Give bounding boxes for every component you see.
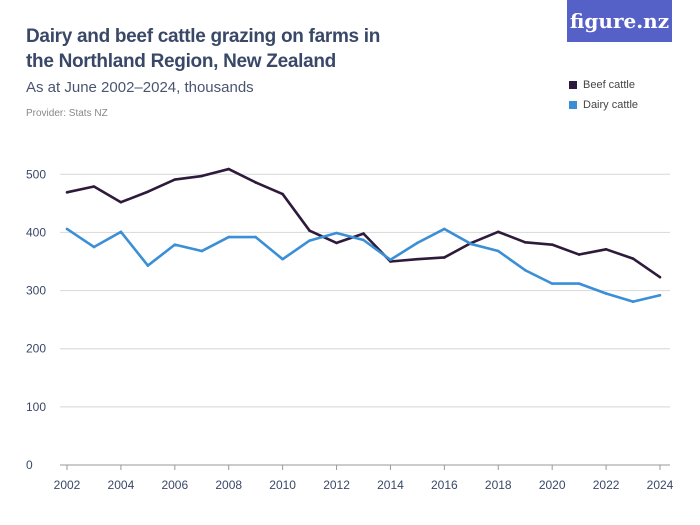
data-point <box>523 268 527 272</box>
data-point <box>631 257 635 260</box>
data-point <box>254 235 257 239</box>
data-point <box>362 238 365 242</box>
data-point <box>496 230 500 234</box>
legend-swatch <box>569 81 577 89</box>
data-point <box>254 181 257 184</box>
y-tick-label: 200 <box>26 342 46 356</box>
x-tick-label: 2014 <box>377 478 404 492</box>
data-point <box>227 235 231 239</box>
legend-label: Dairy cattle <box>583 99 639 111</box>
legend-label: Beef cattle <box>583 79 635 91</box>
legend-item-dairy: Dairy cattle <box>569 95 638 115</box>
legend-swatch <box>569 101 577 109</box>
data-point <box>173 178 177 181</box>
data-point <box>281 192 284 196</box>
x-tick-label: 2022 <box>593 478 620 492</box>
data-point <box>335 241 338 245</box>
chart-subtitle: As at June 2002–2024, thousands <box>26 79 254 96</box>
legend: Beef cattle Dairy cattle <box>569 75 638 115</box>
data-point <box>65 191 69 194</box>
data-point <box>470 242 473 246</box>
data-point <box>200 174 204 178</box>
data-point <box>523 241 527 244</box>
data-point <box>658 275 662 279</box>
data-point <box>65 227 69 231</box>
provider: Provider: Stats NZ <box>26 108 108 119</box>
data-point <box>119 200 123 204</box>
data-point <box>416 257 419 261</box>
data-point <box>389 258 392 262</box>
data-point <box>443 256 446 259</box>
data-point <box>227 167 231 171</box>
data-point <box>550 282 554 285</box>
x-tick-label: 2006 <box>161 478 188 492</box>
data-point <box>119 230 123 234</box>
data-point <box>496 249 500 253</box>
data-point <box>200 249 204 253</box>
data-point <box>146 264 150 267</box>
legend-item-beef: Beef cattle <box>569 75 638 95</box>
data-point <box>550 243 554 246</box>
data-point <box>658 293 662 297</box>
x-tick-label: 2018 <box>485 478 512 492</box>
data-point <box>604 248 608 251</box>
data-point <box>362 232 365 235</box>
data-point <box>631 300 635 303</box>
data-point <box>308 239 311 242</box>
data-point <box>416 241 419 245</box>
y-tick-label: 400 <box>26 225 46 239</box>
data-point <box>92 185 96 188</box>
data-point <box>308 229 311 232</box>
data-point <box>577 282 581 285</box>
x-tick-label: 2008 <box>215 478 242 492</box>
data-point <box>146 190 150 194</box>
x-tick-label: 2012 <box>323 478 350 492</box>
data-point <box>281 257 284 261</box>
y-tick-label: 300 <box>26 284 46 298</box>
x-tick-label: 2002 <box>54 478 81 492</box>
x-tick-label: 2024 <box>647 478 674 492</box>
data-point <box>443 227 446 231</box>
x-tick-label: 2020 <box>539 478 566 492</box>
x-tick-label: 2004 <box>108 478 135 492</box>
x-tick-label: 2016 <box>431 478 458 492</box>
figure-nz-logo[interactable]: figure.nz <box>567 0 672 42</box>
y-tick-label: 100 <box>26 400 46 414</box>
data-point <box>335 231 338 235</box>
data-point <box>92 245 96 249</box>
series-line-beef <box>66 167 661 279</box>
chart-title: Dairy and beef cattle grazing on farms i… <box>26 26 381 72</box>
data-point <box>173 243 177 246</box>
data-point <box>577 253 581 256</box>
data-point <box>604 292 608 295</box>
x-tick-label: 2010 <box>269 478 296 492</box>
y-tick-label: 0 <box>26 458 33 472</box>
y-tick-label: 500 <box>26 167 46 181</box>
